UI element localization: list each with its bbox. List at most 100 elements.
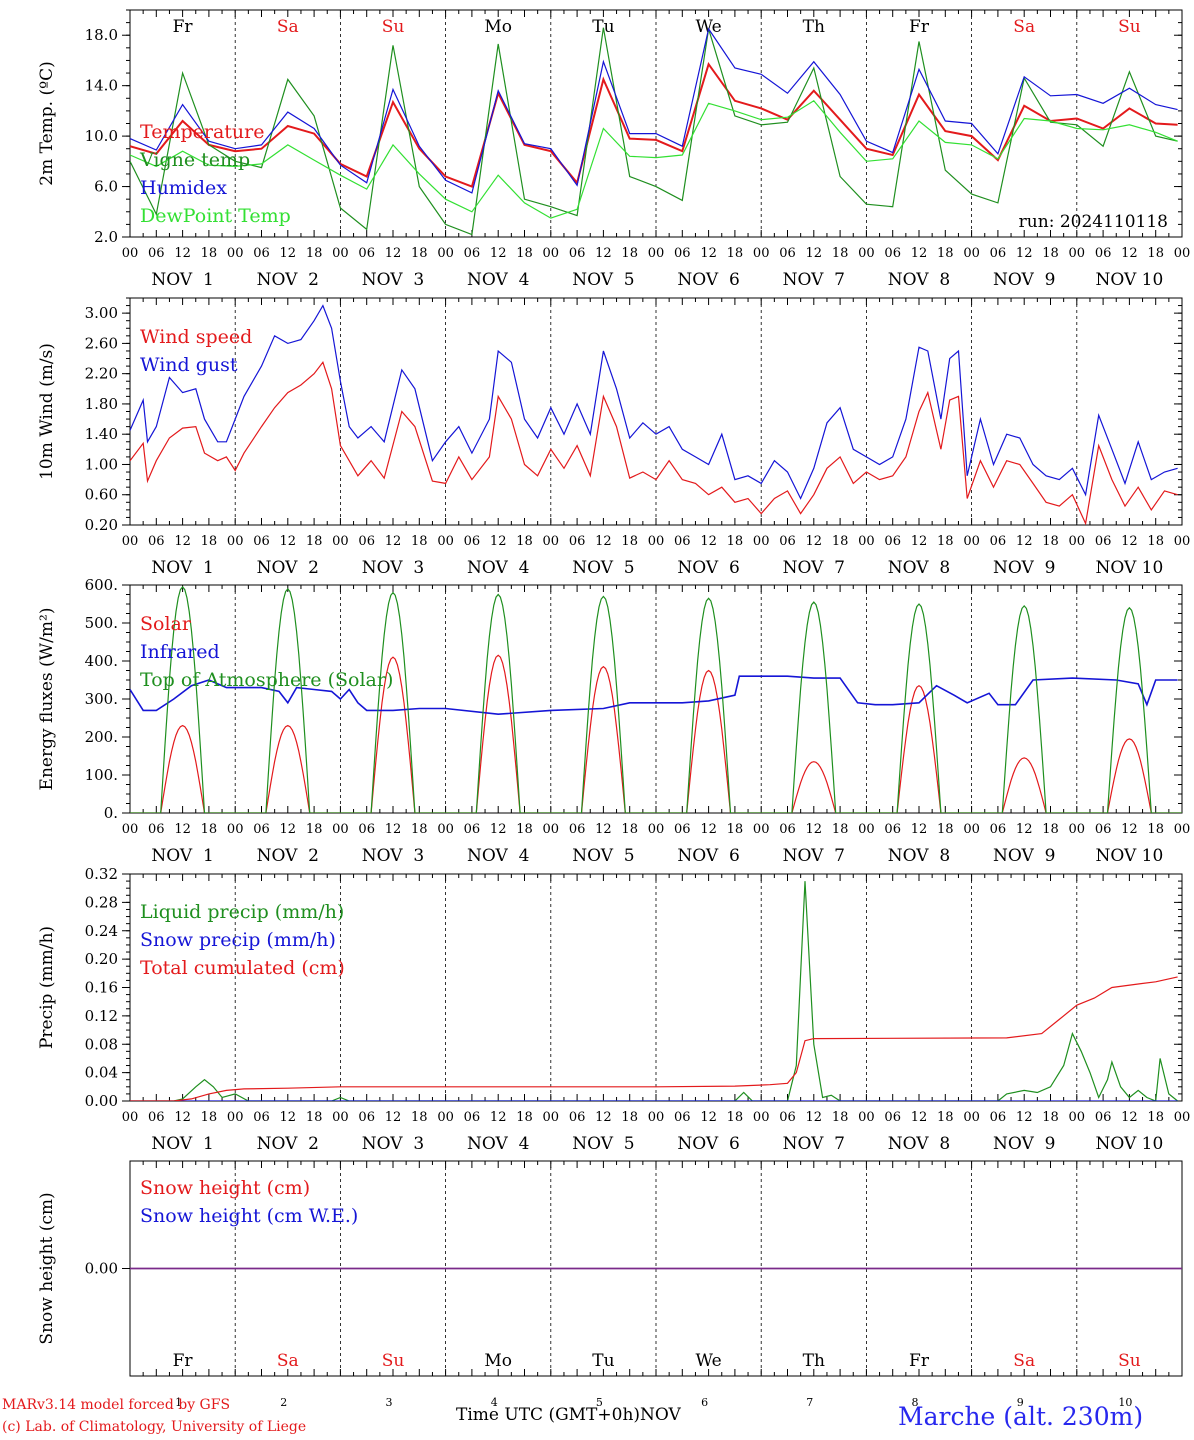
y-tick-label: 3.00	[85, 304, 118, 322]
hour-label: 18	[411, 534, 428, 549]
month-label: NOV	[640, 1405, 681, 1425]
series-line-top-of-atmosphere-solar-	[130, 585, 1182, 813]
hour-label: 00	[648, 246, 665, 261]
day-number-label: 8	[912, 1396, 919, 1409]
hour-label: 12	[1121, 1110, 1138, 1125]
y-tick-label: 0.32	[85, 865, 118, 883]
date-label: NOV 8	[888, 558, 950, 578]
time-axis-label: Time UTC (GMT+0h)NOV	[456, 1405, 681, 1425]
hour-label: 00	[753, 246, 770, 261]
hour-label: 00	[963, 822, 980, 837]
date-label: NOV 7	[783, 270, 845, 290]
date-label: NOV 6	[677, 1134, 739, 1154]
date-label: NOV 5	[572, 846, 634, 866]
hour-label: 00	[122, 534, 139, 549]
hour-label: 06	[674, 822, 691, 837]
date-label: NOV 3	[362, 846, 424, 866]
hour-label: 00	[963, 534, 980, 549]
hour-label: 12	[700, 246, 717, 261]
y-tick-label: 200.	[85, 728, 118, 746]
hour-label: 18	[727, 534, 744, 549]
hour-label: 12	[1121, 534, 1138, 549]
hour-label: 18	[832, 534, 849, 549]
hour-label: 12	[385, 1110, 402, 1125]
y-tick-label: 1.40	[85, 425, 118, 443]
date-label: NOV 6	[677, 270, 739, 290]
hour-label: 12	[385, 822, 402, 837]
hour-label: 06	[990, 822, 1007, 837]
hour-label: 18	[727, 246, 744, 261]
hour-label: 00	[437, 534, 454, 549]
hour-label: 12	[806, 246, 823, 261]
weekday-label: Fr	[173, 17, 194, 37]
hour-label: 12	[174, 246, 191, 261]
hour-label: 06	[148, 1110, 165, 1125]
day-number-label: 1	[175, 1396, 182, 1409]
y-tick-label: 18.0	[85, 26, 118, 44]
hour-label: 18	[1147, 822, 1164, 837]
series-line-humidex	[130, 27, 1178, 194]
hour-label: 18	[937, 246, 954, 261]
hour-label: 06	[674, 534, 691, 549]
hour-label: 12	[1121, 822, 1138, 837]
hour-label: 00	[543, 246, 560, 261]
date-label: NOV 10	[1095, 846, 1163, 866]
hour-label: 12	[1016, 246, 1033, 261]
legend-entry: Solar	[140, 613, 192, 635]
hour-label: 12	[490, 1110, 507, 1125]
hour-label: 18	[1042, 822, 1059, 837]
weekday-label: Su	[1118, 1351, 1141, 1371]
y-tick-label: 0.00	[85, 1092, 118, 1110]
hour-label: 18	[1147, 1110, 1164, 1125]
legend-entry: Humidex	[140, 177, 227, 199]
day-number-label: 10	[1118, 1396, 1132, 1409]
y-tick-label: 0.20	[85, 950, 118, 968]
legend-entry: Temperature	[140, 121, 264, 143]
time-utc-label: Time UTC (GMT+0h)	[456, 1405, 641, 1425]
hour-label: 00	[1069, 822, 1086, 837]
date-label: NOV 1	[151, 270, 213, 290]
hour-label: 12	[1016, 1110, 1033, 1125]
station-label: Marche (alt. 230m)	[898, 1402, 1144, 1431]
hour-label: 12	[490, 534, 507, 549]
hour-label: 18	[516, 534, 533, 549]
hour-label: 12	[1016, 534, 1033, 549]
date-label: NOV 3	[362, 558, 424, 578]
hour-label: 18	[306, 534, 323, 549]
hour-label: 12	[700, 534, 717, 549]
date-label: NOV 4	[467, 558, 529, 578]
hour-label: 00	[648, 822, 665, 837]
weekday-label: We	[696, 17, 722, 37]
hour-label: 06	[779, 246, 796, 261]
date-label: NOV 2	[257, 846, 319, 866]
weekday-label: Mo	[484, 1351, 512, 1371]
hour-label: 12	[490, 246, 507, 261]
hour-label: 00	[543, 1110, 560, 1125]
hour-label: 12	[1016, 822, 1033, 837]
y-tick-label: 14.0	[85, 77, 118, 95]
y-tick-label: 1.80	[85, 395, 118, 413]
y-tick-label: 0.24	[85, 922, 118, 940]
hour-label: 00	[858, 822, 875, 837]
hour-label: 06	[358, 246, 375, 261]
hour-label: 18	[411, 1110, 428, 1125]
y-tick-label: 0.04	[85, 1064, 118, 1082]
hour-label: 06	[253, 1110, 270, 1125]
weekday-label: Fr	[173, 1351, 194, 1371]
hour-label: 00	[332, 822, 349, 837]
hour-label: 12	[385, 246, 402, 261]
hour-label: 12	[700, 822, 717, 837]
hour-label: 06	[990, 534, 1007, 549]
hour-label: 12	[595, 246, 612, 261]
hour-label: 00	[332, 246, 349, 261]
hour-label: 06	[990, 246, 1007, 261]
panel-5: 0.00 Snow height (cm) Fr 1 Sa 2 Su 3 Mo 4 Tu 5 We 6 Th…	[37, 1160, 1183, 1409]
hour-label: 12	[174, 534, 191, 549]
run-label: run: 2024110118	[1019, 212, 1168, 232]
hour-label: 00	[648, 1110, 665, 1125]
hour-label: 06	[148, 246, 165, 261]
hour-label: 06	[779, 1110, 796, 1125]
y-tick-label: 10.0	[85, 127, 118, 145]
hour-label: 06	[569, 1110, 586, 1125]
